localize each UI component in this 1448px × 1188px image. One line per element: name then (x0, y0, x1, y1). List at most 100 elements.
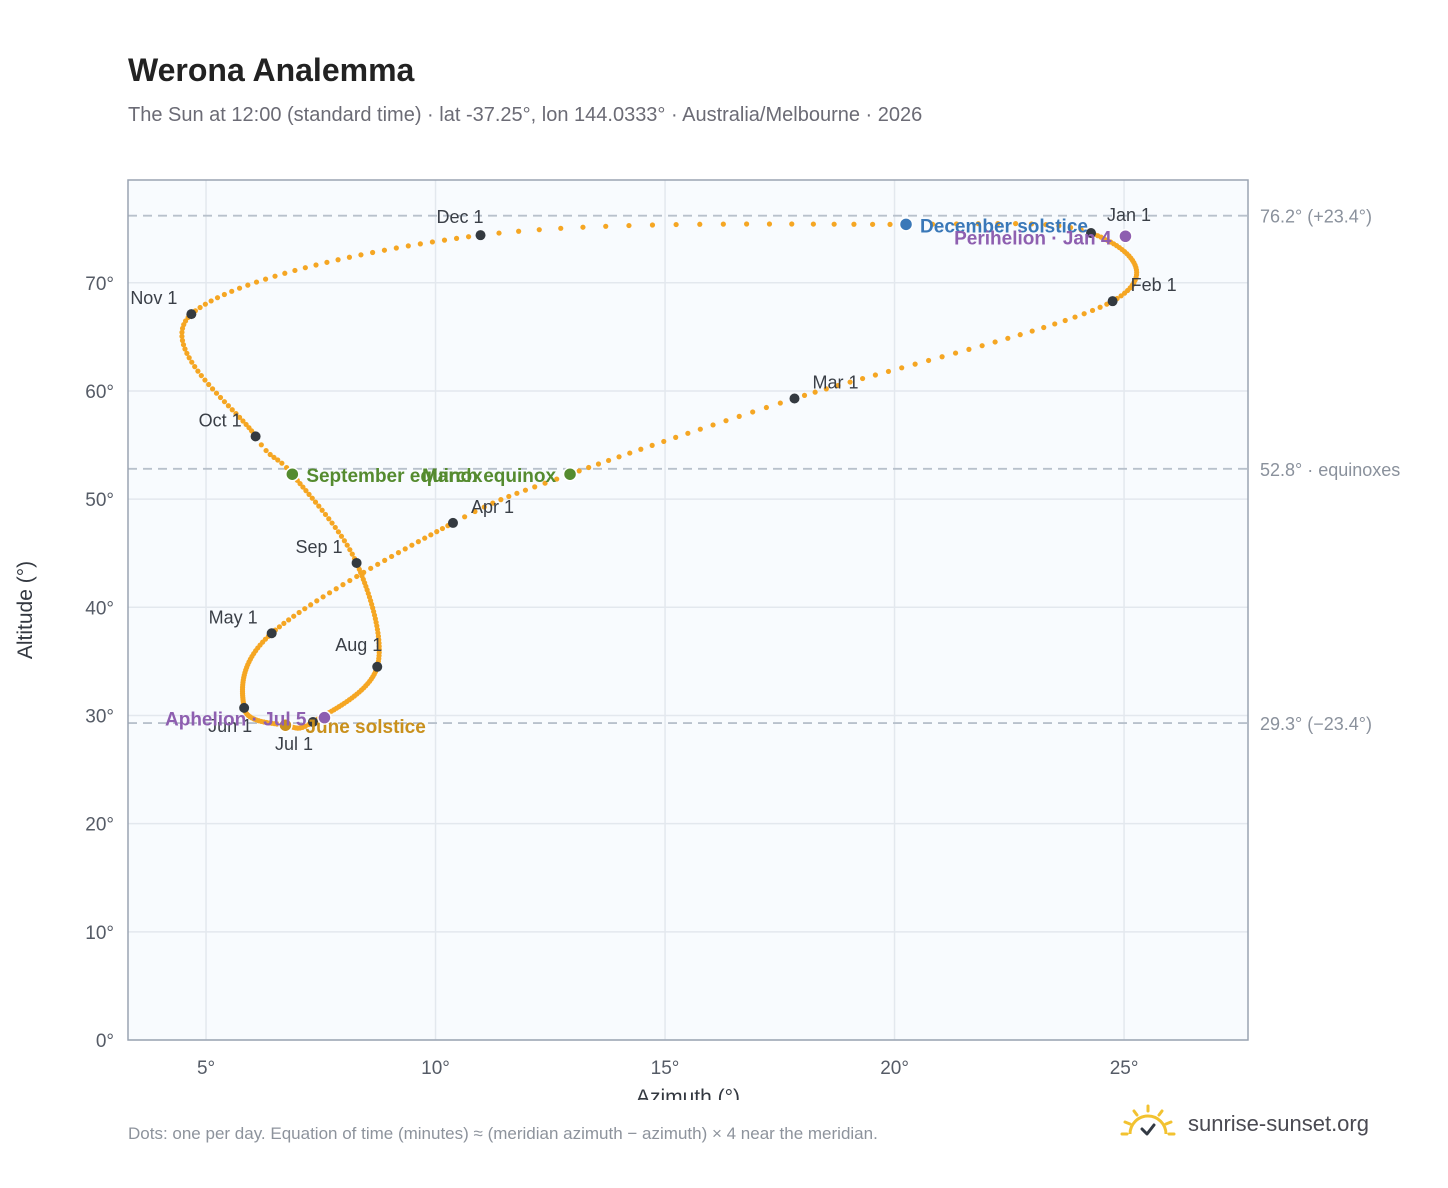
daily-dot (302, 265, 308, 271)
daily-dot (324, 259, 330, 265)
daily-dot (267, 451, 273, 458)
daily-dot (221, 291, 227, 298)
daily-dot (554, 476, 560, 482)
daily-dot (332, 524, 338, 531)
daily-dot (952, 350, 959, 356)
daily-dot (300, 484, 306, 490)
month-marker (475, 230, 486, 241)
daily-dot (490, 500, 496, 506)
daily-dot (516, 228, 522, 234)
month-label: Apr 1 (471, 497, 514, 517)
event-marker (562, 466, 578, 482)
daily-dot (859, 375, 866, 382)
y-tick-label: 30° (85, 706, 114, 727)
x-tick-label: 25° (1110, 1058, 1139, 1079)
daily-dot (195, 368, 201, 374)
chart-subtitle: The Sun at 12:00 (standard time) · lat -… (128, 104, 923, 126)
event-marker (285, 466, 300, 482)
daily-dot (322, 511, 329, 518)
month-marker (250, 431, 261, 442)
daily-dot (1041, 324, 1047, 331)
daily-dot (1056, 223, 1062, 229)
daily-dot (995, 220, 1001, 227)
daily-dot (870, 221, 876, 227)
daily-dot (851, 221, 857, 227)
daily-dot (1029, 328, 1035, 334)
daily-dot (296, 609, 302, 616)
daily-dot (429, 239, 436, 245)
chart-title: Werona Analemma (128, 52, 415, 88)
daily-dot (319, 507, 325, 513)
daily-dot (202, 377, 208, 383)
daily-dot (358, 252, 364, 258)
month-marker (447, 517, 458, 528)
daily-dot (320, 594, 326, 600)
daily-dot (1067, 224, 1074, 231)
daily-dot (271, 454, 277, 461)
daily-dot (279, 460, 285, 466)
daily-dot (389, 553, 395, 560)
daily-dot (649, 442, 655, 448)
daily-dot (229, 407, 235, 413)
y-axis-label: Altitude (°) (14, 561, 37, 659)
x-tick-label: 10° (421, 1058, 450, 1079)
daily-dot (627, 450, 633, 456)
daily-dot (381, 247, 388, 253)
month-label: Dec 1 (437, 207, 484, 227)
analemma-chart: 76.2° (+23.4°) 52.8° · equinoxes 29.3° (−2… (14, 179, 1400, 1100)
daily-dot (179, 337, 186, 344)
daily-dot (225, 403, 231, 409)
daily-dot (340, 582, 346, 588)
daily-dot (1017, 332, 1023, 338)
month-label: Oct 1 (199, 410, 242, 430)
daily-dot (536, 227, 542, 233)
daily-dot (966, 346, 972, 352)
y-tick-label: 50° (85, 490, 114, 511)
daily-dot (673, 221, 679, 228)
daily-dot (723, 418, 729, 424)
daily-dot (789, 221, 795, 227)
daily-dot (333, 586, 339, 592)
daily-dot (275, 457, 281, 463)
daily-dot (375, 561, 381, 567)
brand[interactable]: sunrise-sunset.org (1120, 1100, 1369, 1148)
event-label: Aphelion · Jul 5 (165, 710, 307, 731)
daily-dot (532, 484, 538, 490)
daily-dot (402, 546, 408, 552)
plot-area (128, 180, 1248, 1040)
daily-dot (606, 457, 612, 464)
daily-dot (417, 241, 423, 247)
reference-label: 52.8° · equinoxes (1260, 460, 1400, 480)
daily-dot (697, 426, 703, 432)
daily-dot (208, 298, 214, 304)
event-marker (1118, 229, 1133, 244)
daily-dot (335, 257, 341, 263)
reference-label: 76.2° (+23.4°) (1260, 207, 1372, 227)
daily-dot (243, 421, 249, 428)
daily-dot (281, 620, 287, 626)
daily-dot (326, 590, 333, 596)
daily-dot (1089, 307, 1096, 314)
daily-dot (262, 276, 269, 282)
daily-dot (979, 343, 985, 349)
daily-dot (810, 221, 816, 227)
daily-dot (303, 488, 309, 494)
daily-dot (347, 577, 353, 584)
daily-dot (697, 221, 703, 227)
daily-dot (441, 237, 448, 243)
month-marker (186, 309, 197, 320)
month-marker (351, 557, 362, 568)
daily-dot (245, 282, 251, 288)
daily-dot (496, 230, 502, 236)
daily-dot (812, 389, 818, 395)
daily-dot (576, 468, 582, 474)
daily-dot (312, 499, 319, 505)
daily-dot (344, 542, 350, 548)
daily-dot (1052, 321, 1058, 327)
daily-dot (522, 487, 529, 493)
daily-dot (349, 551, 355, 557)
daily-dot (766, 221, 773, 227)
y-tick-label: 20° (85, 815, 114, 836)
x-tick-label: 20° (880, 1058, 909, 1079)
daily-dot (291, 613, 297, 619)
